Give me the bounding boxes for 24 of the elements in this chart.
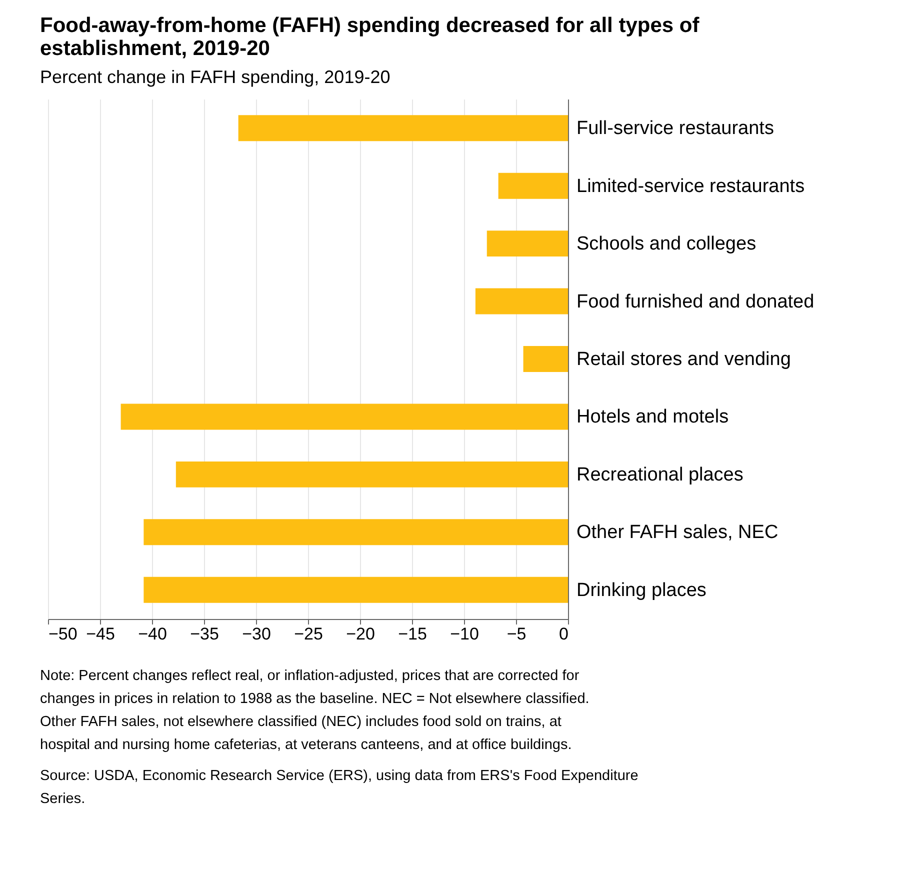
text: Note: Percent changes reflect real, or inflation-adjusted, prices that are corrected for changes in prices in relation to 1988 as the baseline. NEC = Not elsewhere classified. Other FAFH sales, not elsewhere classified (NEC) includes food sold on trains, at hospital and nursing home cafeterias, at veterans canteens, and at office buildings. bbox=[40, 668, 590, 753]
x-tick-label: −45 bbox=[86, 624, 115, 644]
y-tick-label: Drinking places bbox=[576, 580, 706, 601]
chart-title: Food-away-from-home (FAFH) spending decreased for all types of establishment, 2019-20 bbox=[40, 14, 700, 60]
x-tick-label: −20 bbox=[346, 624, 375, 644]
x-tick-label: −40 bbox=[138, 624, 167, 644]
y-tick-label: Other FAFH sales, NEC bbox=[576, 522, 778, 544]
x-tick-label: 0 bbox=[559, 624, 568, 644]
x-tick-label: −25 bbox=[294, 624, 323, 644]
y-tick-label: Schools and colleges bbox=[576, 234, 756, 255]
x-tick-label: −35 bbox=[190, 624, 219, 644]
y-tick-label: Food furnished and donated bbox=[576, 291, 814, 312]
x-tick-label: −5 bbox=[506, 624, 526, 644]
chart-subtitle: Percent change in FAFH spending, 2019-20 bbox=[40, 67, 390, 87]
y-tick-label: Full-service restaurants bbox=[576, 118, 774, 140]
x-tick-label: −15 bbox=[398, 624, 427, 644]
y-tick-label: Limited-service restaurants bbox=[576, 176, 805, 197]
source-note: Source: USDA, Economic Research Service (ERS), using data from ERS's Food Expenditure Series. bbox=[40, 768, 638, 807]
x-tick-label: −10 bbox=[450, 624, 479, 644]
y-tick-label: Retail stores and vending bbox=[576, 349, 791, 370]
y-tick-label: Hotels and motels bbox=[576, 406, 729, 428]
y-tick-label: Recreational places bbox=[576, 464, 744, 486]
x-tick-label: −30 bbox=[242, 624, 271, 644]
x-tick-label: −50 bbox=[48, 624, 78, 644]
